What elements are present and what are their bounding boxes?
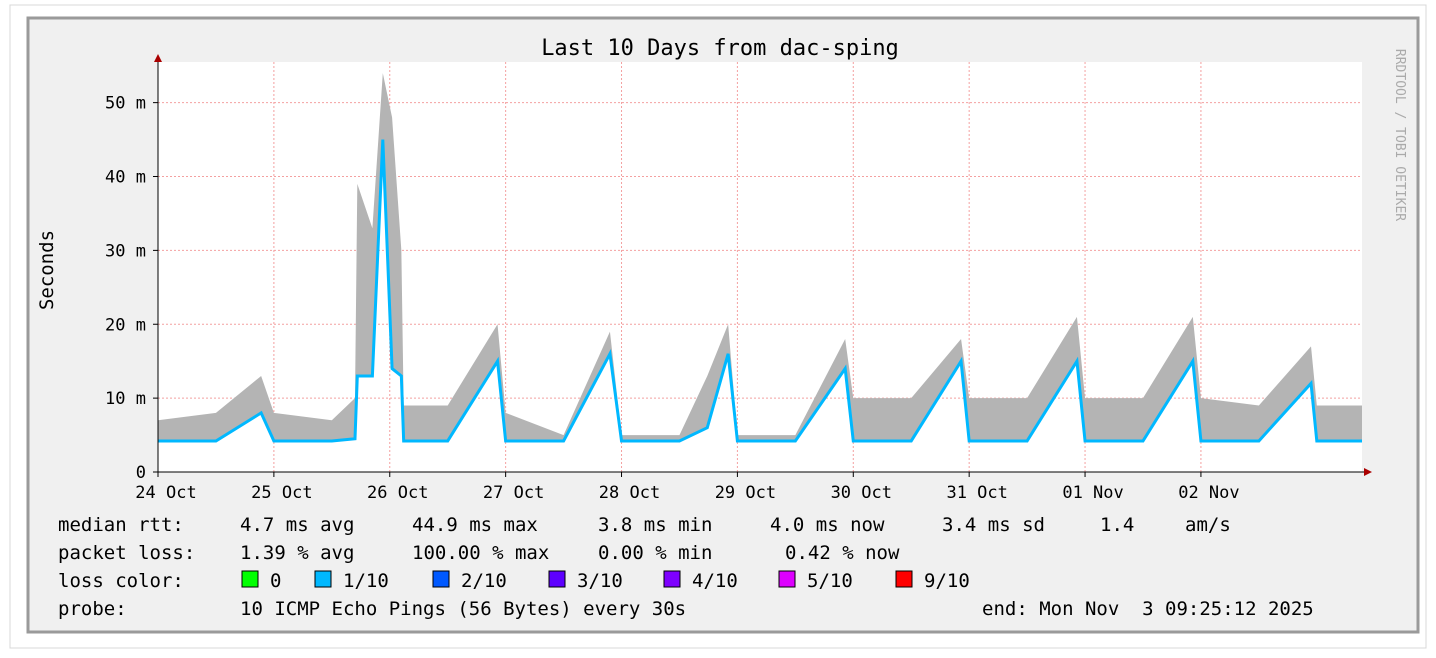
stat: 3.8 ms min: [598, 514, 712, 536]
x-tick-label: 02 Nov: [1178, 483, 1239, 503]
legend-label: 9/10: [924, 570, 970, 592]
legend-label: 5/10: [807, 570, 853, 592]
legend-label: 1/10: [343, 570, 389, 592]
legend-swatch: [241, 570, 259, 588]
smoke-area: [158, 73, 1362, 441]
legend-swatch: [663, 570, 681, 588]
legend-swatch: [895, 570, 913, 588]
chart-title: Last 10 Days from dac-sping: [541, 36, 899, 61]
axis-arrow: [1364, 468, 1372, 476]
x-tick-label: 24 Oct: [135, 483, 196, 503]
stat: 4.7 ms avg: [240, 514, 354, 536]
legend-series: median rtt:: [58, 514, 184, 536]
y-axis-label: Seconds: [36, 230, 58, 310]
legend-swatch: [432, 570, 450, 588]
stat: 44.9 ms max: [412, 514, 538, 536]
legend-swatch: [548, 570, 566, 588]
x-tick-label: 27 Oct: [483, 483, 544, 503]
x-tick-label: 30 Oct: [831, 483, 892, 503]
x-tick-label: 01 Nov: [1062, 483, 1123, 503]
legend-label: probe:: [58, 598, 127, 620]
y-tick-label: 40 m: [105, 168, 146, 188]
stat: 3.4 ms sd: [942, 514, 1045, 536]
y-tick-label: 50 m: [105, 94, 146, 114]
end-time: end: Mon Nov 3 09:25:12 2025: [982, 598, 1314, 620]
stat: 1.39 % avg: [240, 542, 354, 564]
x-tick-label: 28 Oct: [599, 483, 660, 503]
legend-label: 0: [270, 570, 281, 592]
x-tick-label: 31 Oct: [946, 483, 1007, 503]
x-tick-label: 26 Oct: [367, 483, 428, 503]
legend-swatch: [314, 570, 332, 588]
legend-label: 2/10: [461, 570, 507, 592]
y-tick-label: 30 m: [105, 241, 146, 261]
y-tick-label: 0: [136, 463, 146, 483]
x-tick-label: 29 Oct: [715, 483, 776, 503]
credit: RRDTOOL / TOBI OETIKER: [1392, 49, 1407, 221]
stat: 0.00 % min: [598, 542, 712, 564]
stat: am/s: [1185, 514, 1231, 536]
probe: 10 ICMP Echo Pings (56 Bytes) every 30s: [240, 598, 686, 620]
legend-label: packet loss:: [58, 542, 195, 564]
axis-arrow: [154, 54, 162, 62]
legend-label: loss color:: [58, 570, 184, 592]
y-tick-label: 10 m: [105, 389, 146, 409]
legend-swatch: [778, 570, 796, 588]
stat: 1.4: [1100, 514, 1134, 536]
stat: 4.0 ms now: [770, 514, 885, 536]
legend-label: 3/10: [577, 570, 623, 592]
stat: 0.42 % now: [785, 542, 900, 564]
stat: 100.00 % max: [412, 542, 549, 564]
plot-area: [158, 62, 1362, 472]
x-tick-label: 25 Oct: [251, 483, 312, 503]
legend-label: 4/10: [692, 570, 738, 592]
y-tick-label: 20 m: [105, 315, 146, 335]
median-line: [158, 139, 1362, 443]
